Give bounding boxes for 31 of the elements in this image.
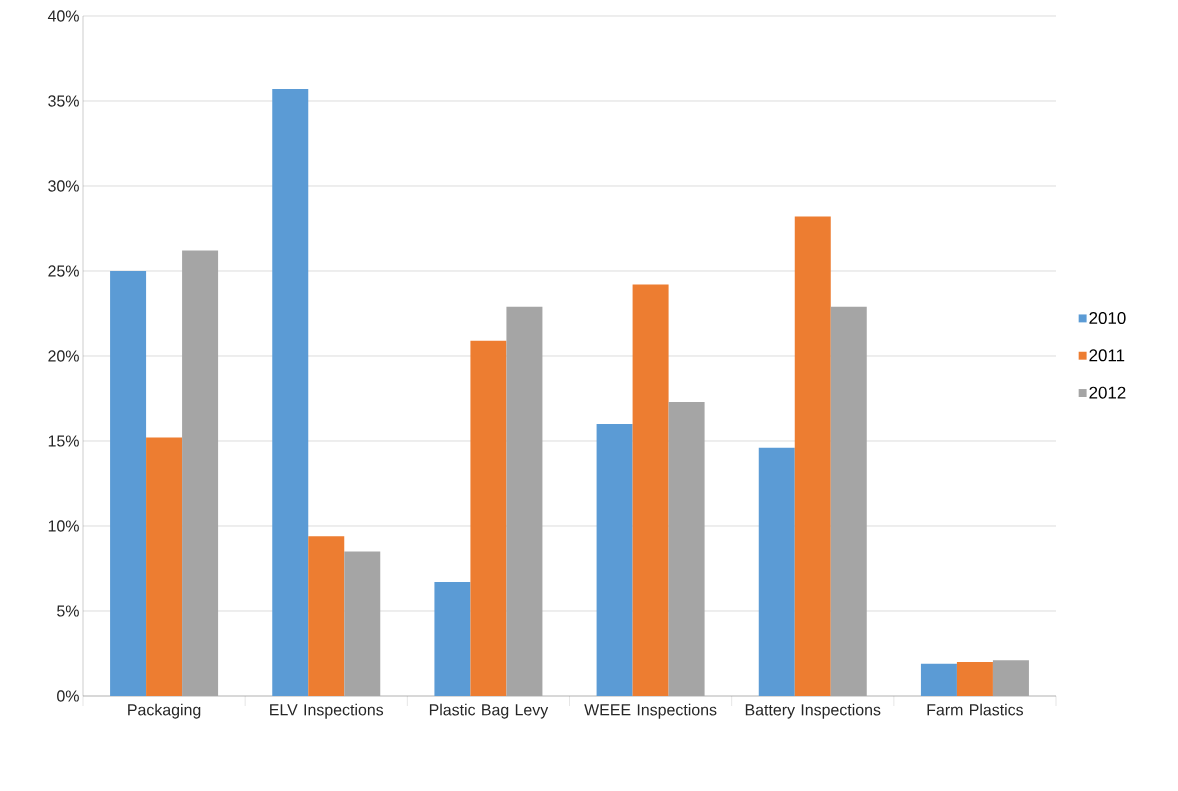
bar xyxy=(632,284,669,696)
y-tick-label: 30% xyxy=(48,180,79,192)
y-tick-label: 40% xyxy=(47,10,79,22)
bar xyxy=(758,447,795,696)
bar xyxy=(308,536,345,696)
y-tick-label: 5% xyxy=(57,605,79,617)
bar xyxy=(992,660,1029,696)
legend-label: 2010 xyxy=(1089,312,1126,325)
x-tick-label: WEEE Inspections xyxy=(584,703,717,719)
x-tick-label: Packaging xyxy=(128,703,201,719)
bar xyxy=(956,662,993,696)
legend-label: 2011 xyxy=(1089,349,1125,362)
legend-label: 2012 xyxy=(1089,386,1126,399)
x-tick-label: ELV Inspections xyxy=(270,703,384,719)
y-tick-label: 0% xyxy=(57,690,79,702)
bar xyxy=(272,89,309,696)
x-tick-label: Farm Plastics xyxy=(927,703,1024,716)
y-tick-label: 35% xyxy=(48,95,79,107)
y-tick-label: 10% xyxy=(48,520,79,532)
y-tick-label: 25% xyxy=(48,265,79,277)
bar xyxy=(596,424,633,696)
bar xyxy=(794,216,831,696)
bar xyxy=(146,437,183,696)
y-tick-label: 15% xyxy=(48,435,79,447)
bar xyxy=(110,270,147,696)
bar xyxy=(470,340,507,696)
x-tick-label: Battery Inspections xyxy=(745,703,881,719)
y-tick-label: 20% xyxy=(48,350,79,362)
x-tick-label: Plastic Bag Levy xyxy=(429,703,549,719)
bar xyxy=(920,663,957,696)
bar xyxy=(434,582,471,696)
